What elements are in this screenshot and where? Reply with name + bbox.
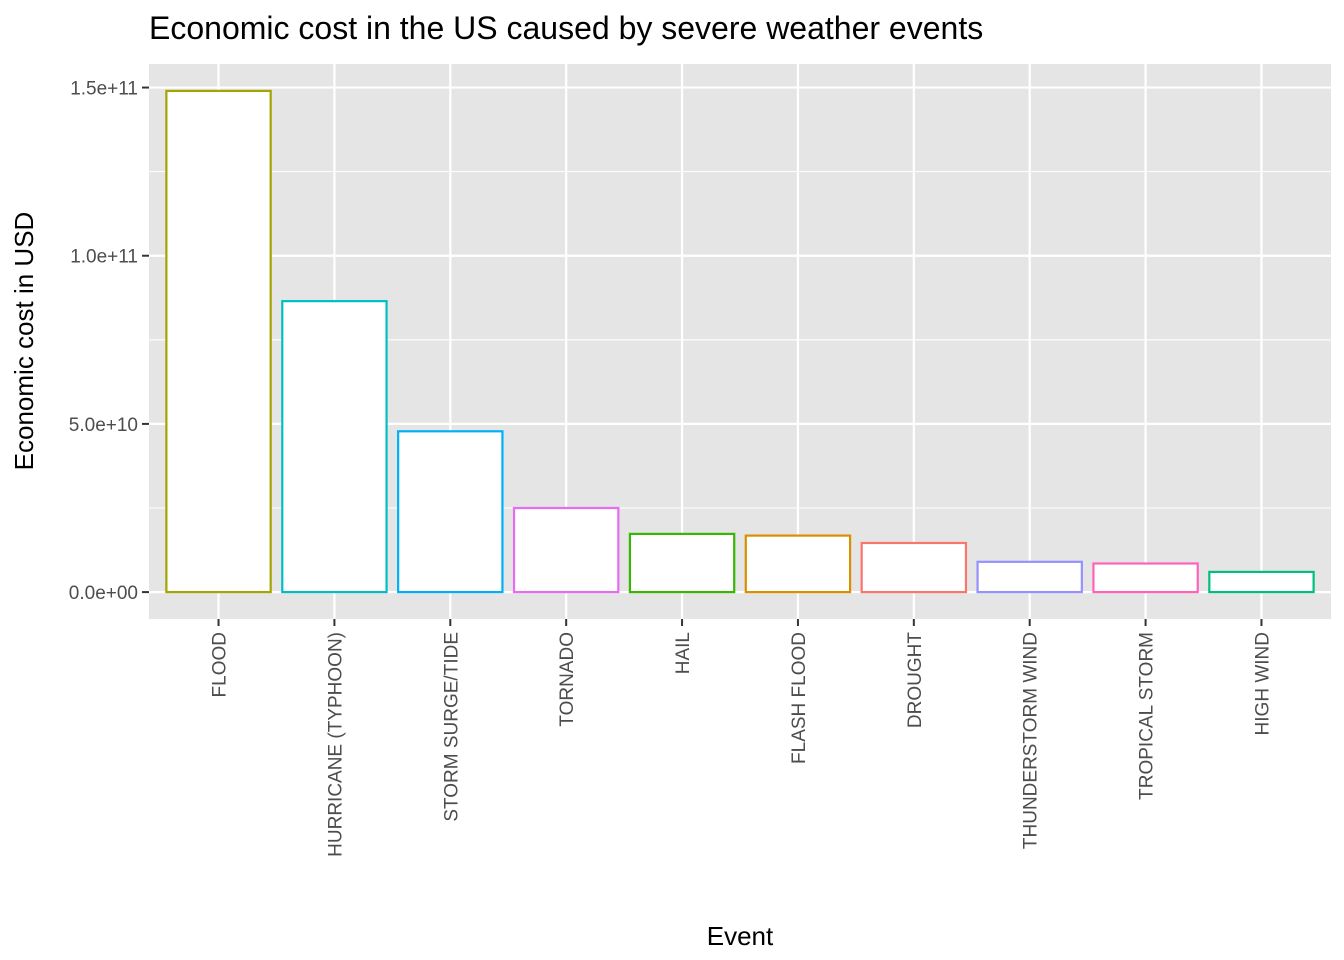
x-axis-title: Event bbox=[707, 921, 774, 951]
bar-flash-flood bbox=[744, 534, 852, 594]
x-tick-label: FLASH FLOOD bbox=[789, 632, 810, 764]
x-tick-label: THUNDERSTORM WIND bbox=[1021, 632, 1042, 849]
bar-high-wind bbox=[1208, 570, 1315, 594]
bar-thunderstorm-wind bbox=[976, 560, 1083, 594]
y-tick-label: 1.5e+11 bbox=[70, 79, 138, 100]
bar-tornado bbox=[512, 506, 620, 594]
bar-hail bbox=[628, 532, 736, 594]
x-tick-label: HAIL bbox=[673, 632, 694, 674]
x-tick-label: TROPICAL STORM bbox=[1137, 632, 1158, 800]
y-tick-label: 1.0e+11 bbox=[70, 247, 138, 268]
y-axis: 0.0e+00 5.0e+10 1.0e+11 1.5e+11 bbox=[69, 79, 149, 604]
x-tick-label: STORM SURGE/TIDE bbox=[441, 632, 462, 822]
bars bbox=[165, 89, 1315, 594]
y-tick-label: 0.0e+00 bbox=[69, 583, 138, 604]
x-tick-label: FLOOD bbox=[210, 632, 231, 697]
x-tick-label: DROUGHT bbox=[905, 632, 926, 728]
bar-hurricane-typhoon bbox=[281, 300, 388, 594]
y-axis-title: Economic cost in USD bbox=[9, 212, 39, 471]
bar-flood bbox=[165, 89, 272, 594]
x-axis: FLOOD HURRICANE (TYPHOON) STORM SURGE/TIDE… bbox=[210, 619, 1273, 857]
x-tick-label: HURRICANE (TYPHOON) bbox=[325, 632, 346, 857]
bar-storm-surge-tide bbox=[397, 430, 504, 594]
bar-tropical-storm bbox=[1092, 562, 1199, 594]
chart-title: Economic cost in the US caused by severe… bbox=[149, 10, 983, 46]
y-tick-label: 5.0e+10 bbox=[69, 415, 138, 436]
bar-drought bbox=[860, 541, 968, 594]
x-tick-label: TORNADO bbox=[557, 632, 578, 727]
x-tick-label: HIGH WIND bbox=[1252, 632, 1273, 735]
